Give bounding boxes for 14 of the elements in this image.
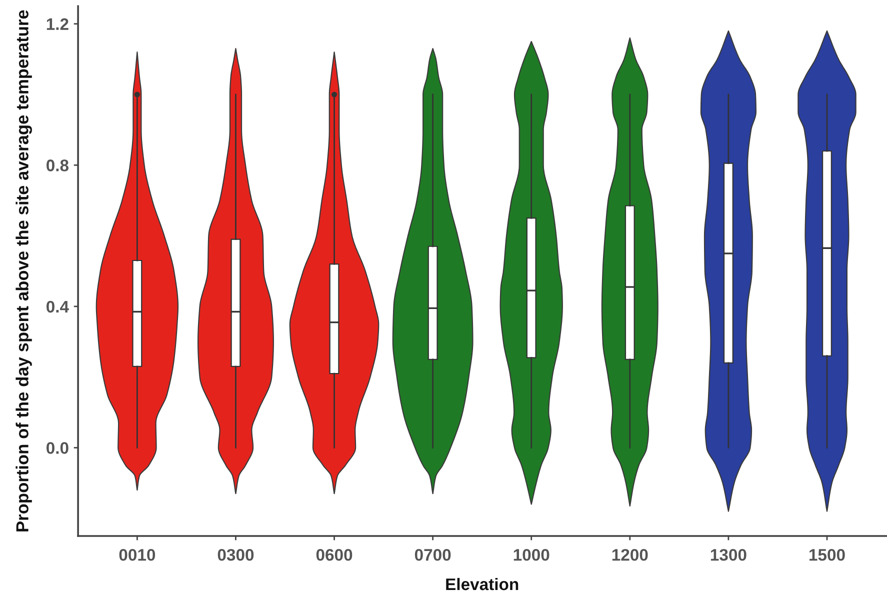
x-tick-label: 0600 <box>316 548 352 561</box>
x-tick-label: 0010 <box>119 548 156 561</box>
y-tick-label: 0.8 <box>46 160 69 172</box>
x-tick-label: 0300 <box>218 548 254 561</box>
x-tick-label: 0700 <box>414 548 451 561</box>
x-tick-label: 1200 <box>612 548 648 561</box>
y-tick-label: 0.0 <box>46 442 68 454</box>
x-axis-title: Elevation <box>446 578 518 590</box>
y-axis-title: Proportion of the day spent above the site average temperature <box>16 10 32 532</box>
x-tick-label: 1500 <box>810 548 845 561</box>
x-tick-label: 1000 <box>514 548 550 561</box>
y-tick-label: 1.2 <box>46 18 68 30</box>
x-tick-label: 1300 <box>710 548 746 561</box>
y-tick-label: 0.4 <box>46 300 69 313</box>
